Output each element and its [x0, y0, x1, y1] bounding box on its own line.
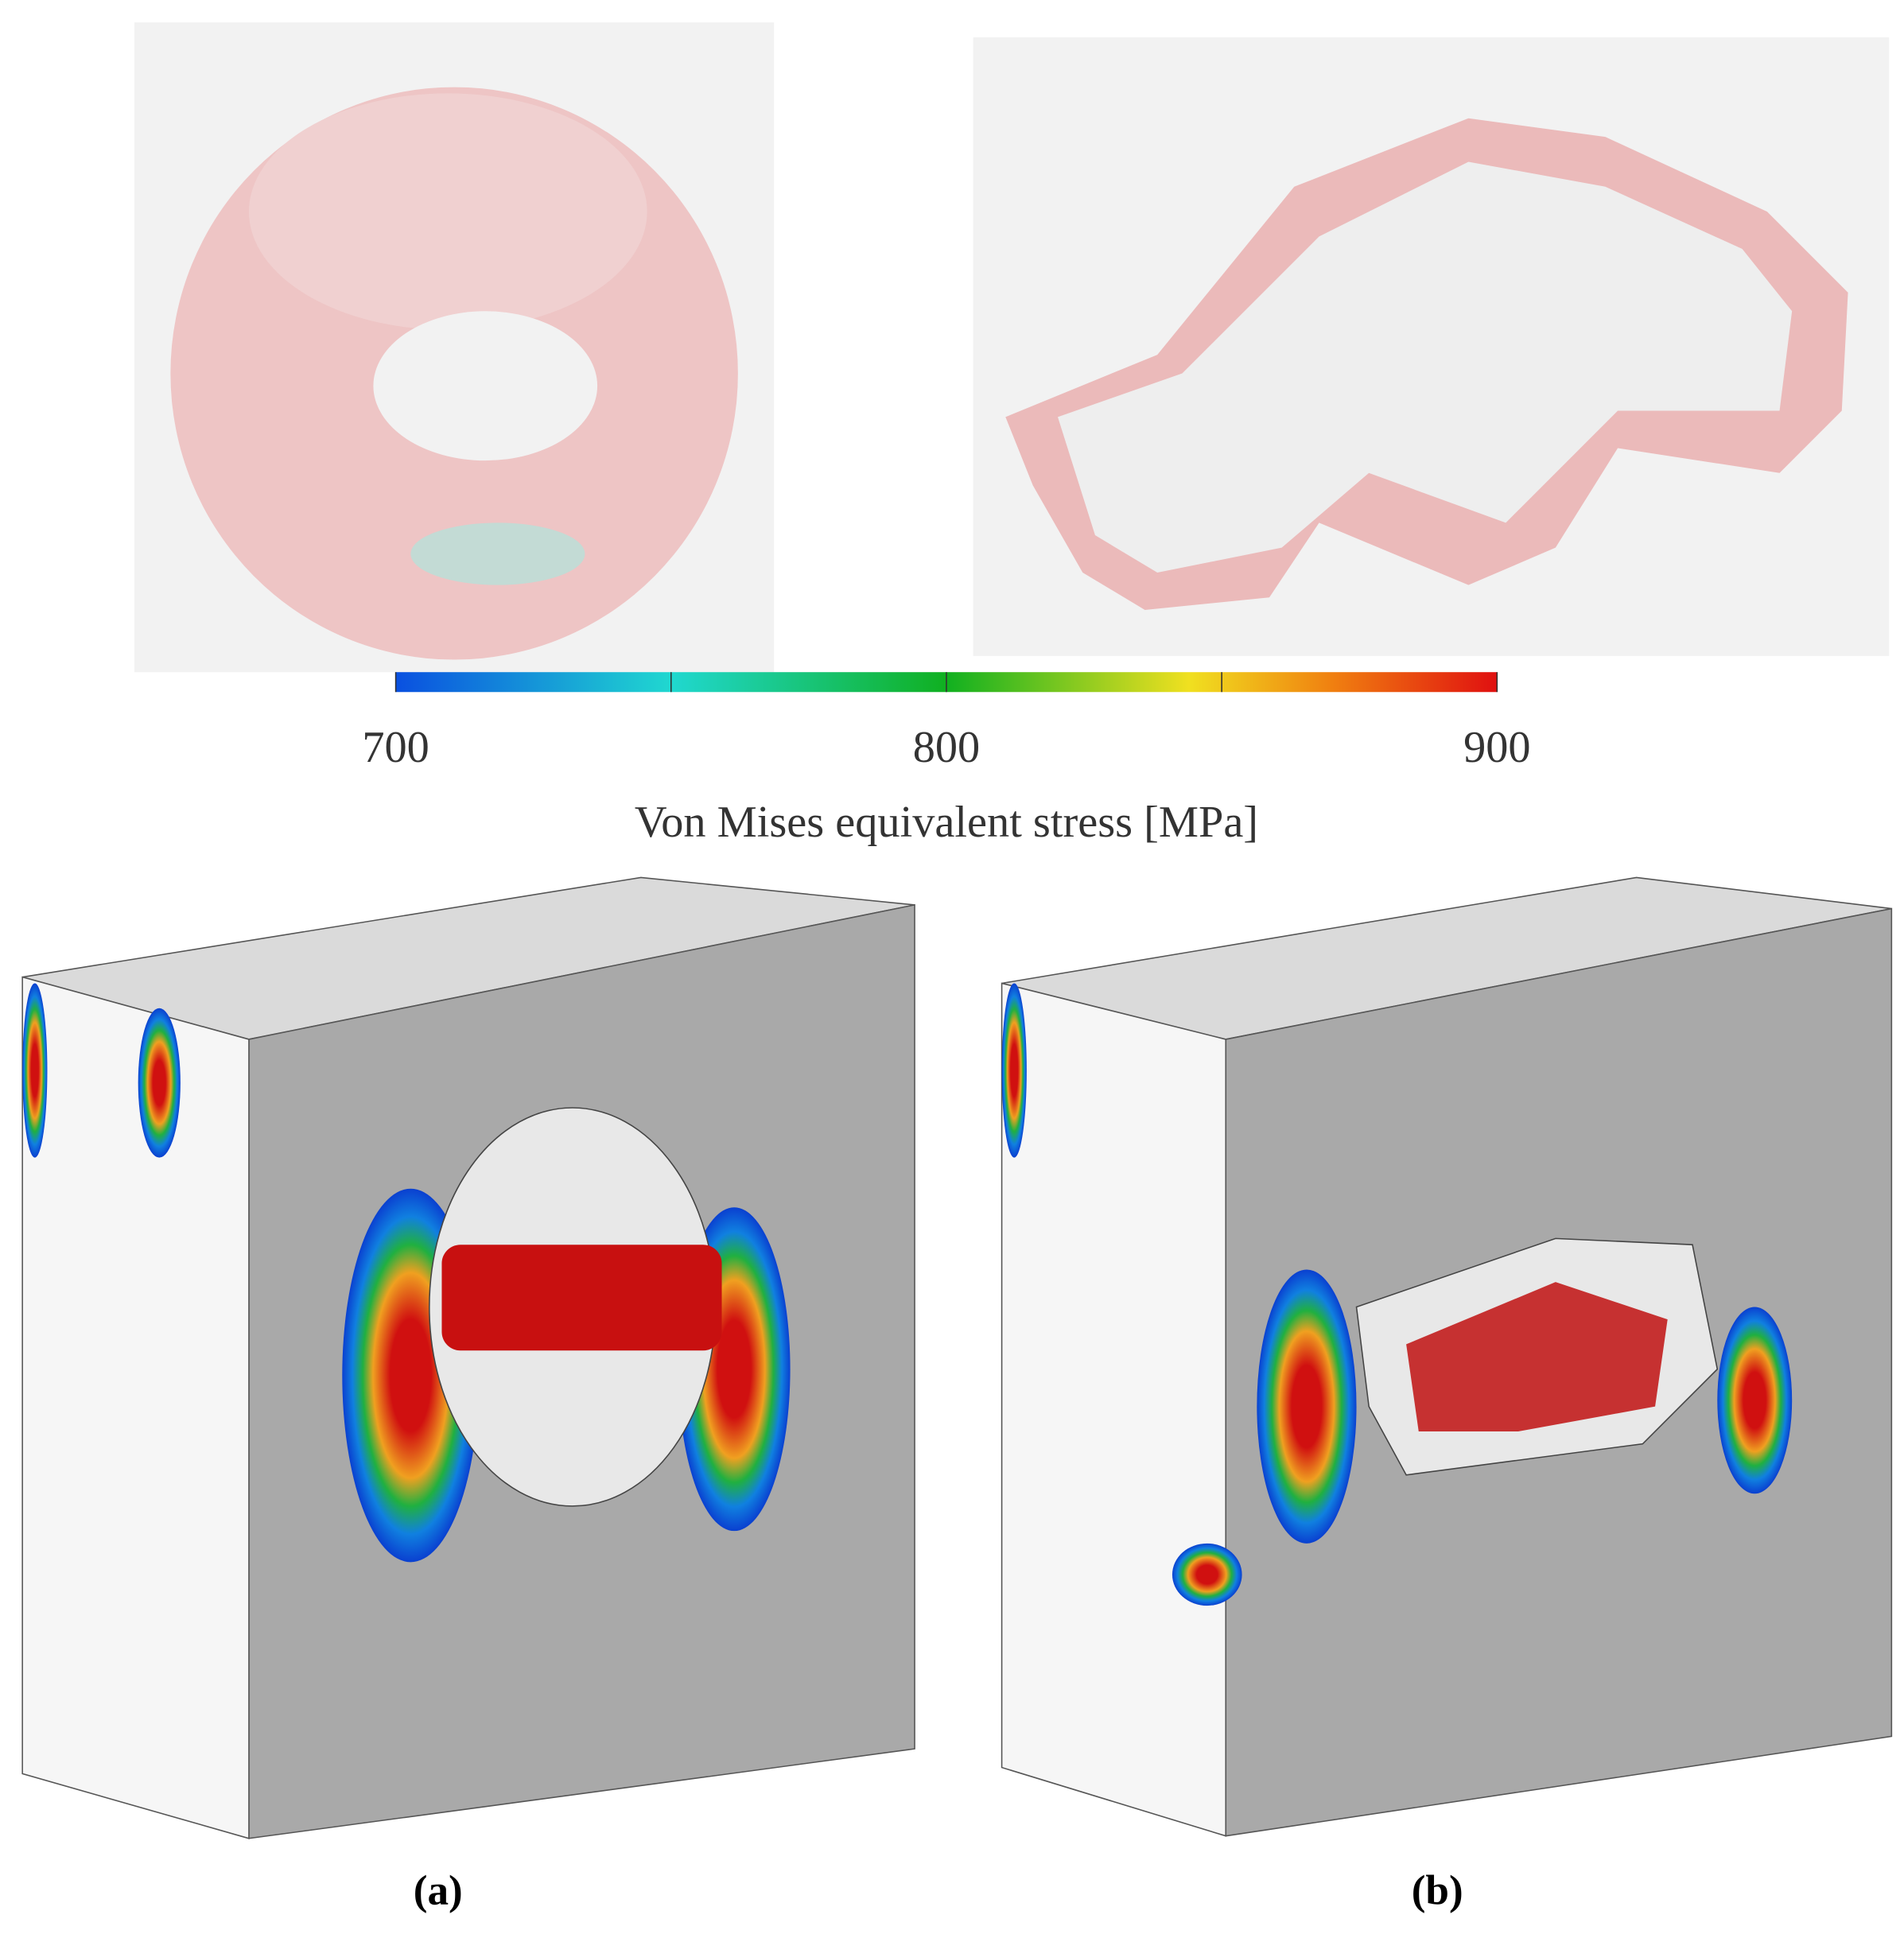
panel-label: (b)	[1412, 1867, 1463, 1914]
tick-label: 900	[1463, 723, 1530, 772]
box-a	[21, 876, 915, 1839]
tick-label: 700	[362, 723, 429, 772]
box-b	[1001, 876, 1893, 1837]
top-left-view	[134, 22, 775, 673]
top-right-view	[973, 37, 1890, 656]
panel-label: (a)	[414, 1867, 463, 1914]
tick-label: 800	[913, 723, 980, 772]
colorbar-label: Von Mises equivalent stress [MPa]	[635, 798, 1258, 847]
